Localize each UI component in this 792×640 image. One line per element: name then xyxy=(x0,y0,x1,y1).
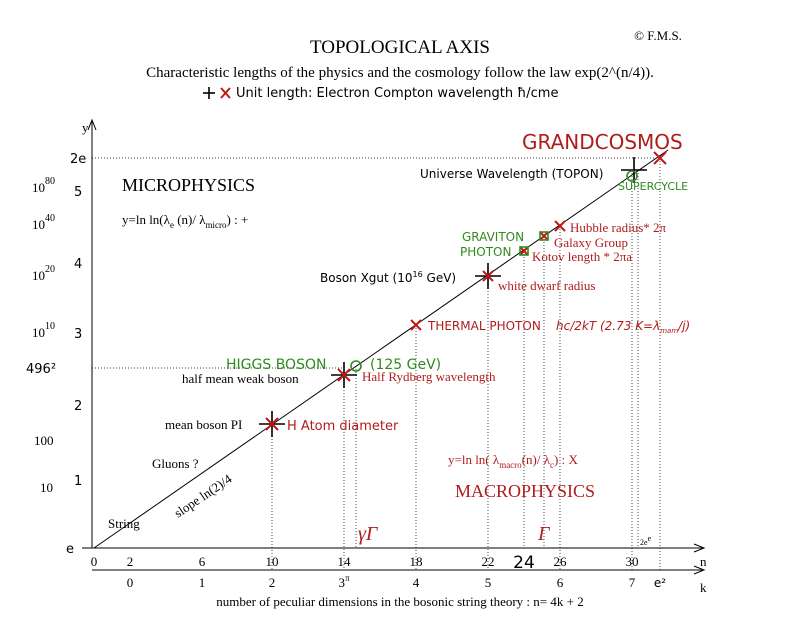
annotation: hc/2kT (2.73 K=λmam/j) xyxy=(556,319,690,335)
annotation: HIGGS BOSON xyxy=(226,357,326,373)
y-tick-label: 2e xyxy=(70,152,86,167)
n-tick-label: 0 xyxy=(91,554,98,569)
left-tick-label: 496² xyxy=(26,362,56,377)
annotation: Hubble radius* 2π xyxy=(570,220,667,235)
annotation: slope ln(2)/4 xyxy=(171,471,235,521)
y-tick-label: 3 xyxy=(74,327,82,342)
annotation: H Atom diameter xyxy=(287,419,399,434)
left-tick-label: 1080 xyxy=(32,176,55,195)
formula-micro: y=ln ln(λe (n)/ λmicro) : + xyxy=(122,212,248,230)
annotation: γΓ xyxy=(358,523,379,545)
annotation: Boson Xgut (1016 GeV) xyxy=(320,270,456,285)
y-tick-label: 1 xyxy=(74,474,82,489)
k-tick-label: 5 xyxy=(485,575,492,590)
annotation: Galaxy Group xyxy=(554,235,628,250)
axes xyxy=(82,118,706,575)
law-line xyxy=(93,149,669,549)
subtitle: Characteristic lengths of the physics an… xyxy=(146,65,654,81)
k-tick-label: 2 xyxy=(269,575,276,590)
title: TOPOLOGICAL AXIS xyxy=(310,37,490,58)
n-tick-label: 26 xyxy=(554,554,568,569)
n-tick-label: 2 xyxy=(127,554,134,569)
annotation: String xyxy=(108,516,140,531)
annotation: Kotov length * 2πa xyxy=(532,249,632,264)
y-tick-label: 2 xyxy=(74,399,82,414)
left-tick-label: 10 xyxy=(40,480,53,495)
k-ticks: 0 1 2 3π 4 5 6 7 e² xyxy=(127,573,667,590)
k-tick-label: 4 xyxy=(413,575,420,590)
y-tick-label: 5 xyxy=(74,185,82,200)
k-axis-label: k xyxy=(700,580,707,595)
region-grand: GRANDCOSMOS xyxy=(522,130,683,154)
y-tick-label: e xyxy=(66,542,74,557)
n-axis-label: n xyxy=(700,554,707,569)
unit-legend: Unit length: Electron Compton wavelength… xyxy=(236,86,558,101)
guides xyxy=(92,157,661,570)
annotation: Gluons ? xyxy=(152,456,199,471)
k-caption: number of peculiar dimensions in the bos… xyxy=(216,594,583,609)
annotation: mean boson PI xyxy=(165,417,242,432)
annotation: PHOTON xyxy=(460,245,511,259)
n-tick-label: 6 xyxy=(199,554,206,569)
y-axis-label: y xyxy=(82,120,89,135)
ee-label: 2ee xyxy=(640,534,652,547)
n-tick-label: 10 xyxy=(266,554,279,569)
y-ticks: e 1 2 3 4 5 2e xyxy=(66,152,86,557)
n-tick-label: 22 xyxy=(482,554,495,569)
unit-legend-icons xyxy=(203,87,231,99)
annotation: Γ xyxy=(537,523,551,545)
n-tick-label: 18 xyxy=(410,554,423,569)
k-tick-label: 0 xyxy=(127,575,134,590)
n-tick-label: 24 xyxy=(513,553,535,573)
k-tick-label: 6 xyxy=(557,575,564,590)
left-tick-label: 1020 xyxy=(32,264,55,283)
annotation: SUPERCYCLE xyxy=(618,180,688,193)
n-tick-label: 14 xyxy=(338,554,352,569)
region-macro: MACROPHYSICS xyxy=(455,481,595,501)
annotation: GRAVITON xyxy=(462,230,524,244)
annotation: white dwarf radius xyxy=(498,278,595,293)
formula-macro: y=ln ln( λmacro(n)/ λc) : X xyxy=(448,452,578,470)
n-tick-label: 30 xyxy=(626,554,639,569)
circle-markers xyxy=(350,170,638,372)
annotation: THERMAL PHOTON xyxy=(427,319,541,333)
region-micro: MICROPHYSICS xyxy=(122,175,255,195)
left-tick-label: 1040 xyxy=(32,213,55,232)
x-markers xyxy=(265,151,667,431)
k-tick-label: e² xyxy=(654,576,666,590)
k-tick-label: 1 xyxy=(199,575,206,590)
y-tick-label: 4 xyxy=(74,257,82,272)
annotation: Universe Wavelength (TOPON) xyxy=(420,167,603,181)
copyright: © F.M.S. xyxy=(634,28,682,43)
plus-markers xyxy=(259,157,647,437)
n-ticks: 0 2 6 10 14 18 22 24 26 30 2ee xyxy=(91,534,652,573)
k-tick-label: 7 xyxy=(629,575,636,590)
left-tick-label: 1010 xyxy=(32,321,55,340)
left-ticks: 10 100 496² 1010 1020 1040 1080 xyxy=(26,176,56,495)
annotation: (125 GeV) xyxy=(370,357,441,373)
k-tick-label: 3π xyxy=(338,573,350,590)
annotation: half mean weak boson xyxy=(182,371,299,386)
left-tick-label: 100 xyxy=(34,433,54,448)
annotation: Half Rydberg wavelength xyxy=(362,369,496,384)
